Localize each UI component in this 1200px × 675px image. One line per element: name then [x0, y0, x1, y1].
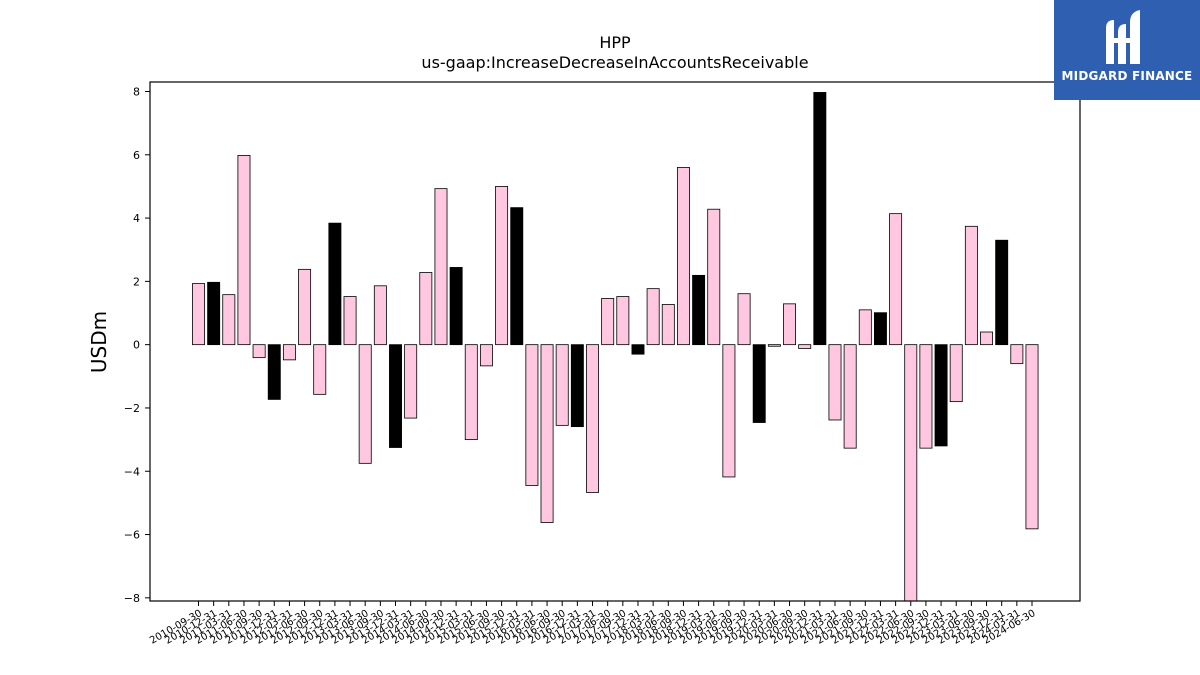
- bar-2019-12-31: [752, 344, 766, 423]
- y-tick-label: 8: [133, 85, 140, 98]
- y-axis-label: USDm: [87, 311, 111, 373]
- y-tick-label: −2: [124, 402, 140, 415]
- bar-2022-09-30: [919, 344, 933, 449]
- y-tick-label: 6: [133, 149, 140, 162]
- y-axis-ticks: −8 −6 −4 −2 0 2 4 6 8: [124, 85, 150, 605]
- bar-2015-03-31: [464, 344, 478, 441]
- bar-2017-09-30: [616, 296, 630, 346]
- bar-2016-06-30: [540, 344, 554, 523]
- brand-mark-icon: [1106, 10, 1140, 64]
- bar-2016-12-31: [570, 344, 584, 428]
- bar-2021-03-31: [828, 344, 842, 421]
- bar-2014-12-31: [449, 267, 463, 346]
- bar-2017-06-30: [601, 298, 615, 346]
- y-tick-label: −8: [124, 592, 140, 605]
- bar-2016-03-31: [525, 344, 539, 486]
- bar-2015-09-30: [495, 186, 509, 346]
- bar-2023-03-31: [949, 344, 963, 403]
- bar-2024-06-30: [1025, 344, 1039, 530]
- bar-2013-12-31: [389, 344, 402, 448]
- bar-2021-09-30: [858, 309, 872, 346]
- bar-2012-09-30: [313, 344, 327, 395]
- bars: [192, 92, 1039, 602]
- bar-2021-06-30: [843, 344, 857, 449]
- bar-2019-06-30: [722, 344, 736, 478]
- bar-2011-03-31: [222, 294, 236, 346]
- bar-2016-09-30: [555, 344, 569, 426]
- bar-2022-06-30: [904, 344, 918, 602]
- bar-2017-12-31: [631, 344, 645, 355]
- bar-2021-12-31: [873, 312, 887, 346]
- y-tick-label: 4: [133, 212, 140, 225]
- x-axis-ticks: 2010-09-302010-12-312011-03-312011-06-30…: [148, 601, 1038, 647]
- bar-2023-12-31: [995, 239, 1009, 346]
- bar-2012-06-30: [298, 268, 312, 346]
- bar-2018-12-31: [692, 274, 706, 346]
- y-tick-label: 0: [133, 339, 140, 352]
- bar-2018-06-30: [661, 304, 675, 346]
- bar-2014-06-30: [419, 272, 433, 346]
- bar-2014-09-30: [434, 188, 448, 346]
- bar-2020-09-30: [798, 344, 812, 349]
- bar-2011-09-30: [252, 344, 266, 359]
- bar-2011-06-30: [237, 155, 251, 346]
- brand-name: MIDGARD FINANCE: [1061, 69, 1193, 83]
- bar-2010-12-31: [207, 281, 221, 346]
- brand-logo: MIDGARD FINANCE: [1054, 0, 1200, 100]
- bar-2017-03-31: [586, 344, 599, 493]
- bar-2020-12-31: [813, 92, 827, 346]
- bar-2015-12-31: [510, 207, 524, 346]
- bar-2011-12-31: [267, 344, 281, 400]
- bar-2020-06-30: [783, 303, 796, 346]
- bar-2022-03-31: [889, 213, 903, 346]
- y-tick-label: −6: [124, 529, 140, 542]
- bar-2014-03-31: [404, 344, 418, 419]
- bar-2012-03-31: [282, 344, 296, 361]
- bar-2018-03-31: [646, 288, 660, 346]
- bar-2023-06-30: [964, 225, 978, 346]
- chart-subtitle: us-gaap:IncreaseDecreaseInAccountsReceiv…: [421, 53, 808, 72]
- bar-2013-06-30: [358, 344, 372, 464]
- chart-title: HPP: [599, 33, 631, 52]
- bar-2019-03-31: [707, 208, 721, 346]
- bar-2013-03-31: [343, 296, 357, 346]
- bar-2020-03-31: [767, 344, 781, 347]
- bar-2024-03-31: [1010, 344, 1024, 365]
- bar-2015-06-30: [479, 344, 493, 367]
- bar-2019-09-30: [737, 293, 751, 346]
- y-tick-label: −4: [124, 465, 140, 478]
- bar-2013-09-30: [373, 285, 387, 346]
- bar-2022-12-31: [934, 344, 948, 447]
- bar-2023-09-30: [980, 331, 993, 346]
- bar-2012-12-31: [328, 222, 342, 346]
- plot-frame: [149, 81, 1081, 602]
- bar-2018-09-30: [676, 167, 690, 346]
- y-tick-label: 2: [133, 275, 140, 288]
- bar-2010-09-30: [192, 283, 205, 346]
